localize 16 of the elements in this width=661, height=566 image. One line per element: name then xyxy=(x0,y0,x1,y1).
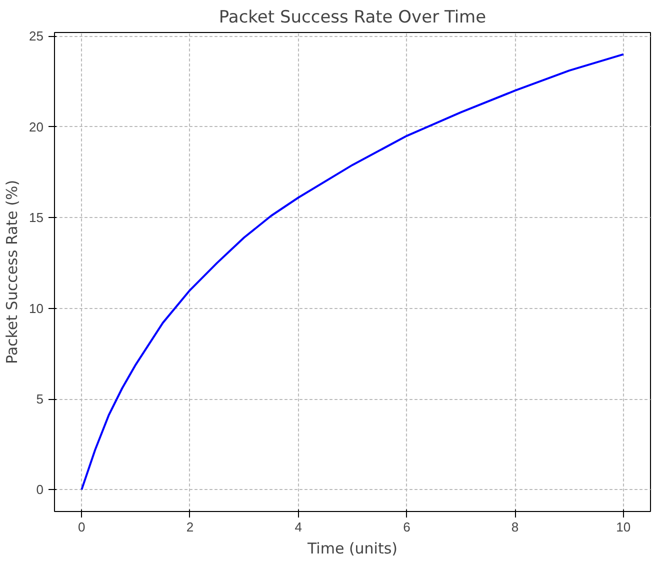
y-tick-label: 5 xyxy=(36,392,44,407)
y-tick-label: 15 xyxy=(29,210,44,226)
x-tick-label: 2 xyxy=(186,520,194,534)
y-tick-label: 10 xyxy=(29,300,44,316)
line-series xyxy=(80,53,624,491)
y-tick-label: 0 xyxy=(36,482,44,498)
x-tick-label: 10 xyxy=(616,520,631,534)
x-tick-label: 8 xyxy=(511,520,519,534)
y-axis-title: Packet Success Rate (%) xyxy=(3,180,22,364)
x-tick-label: 4 xyxy=(294,520,302,534)
y-tick-label: 20 xyxy=(29,119,44,134)
x-tick-label: 0 xyxy=(78,520,86,534)
chart-title: Packet Success Rate Over Time xyxy=(218,8,486,28)
y-tick-label: 25 xyxy=(29,28,44,44)
x-axis-title: Time (units) xyxy=(306,540,398,558)
x-tick-label: 6 xyxy=(403,520,410,534)
